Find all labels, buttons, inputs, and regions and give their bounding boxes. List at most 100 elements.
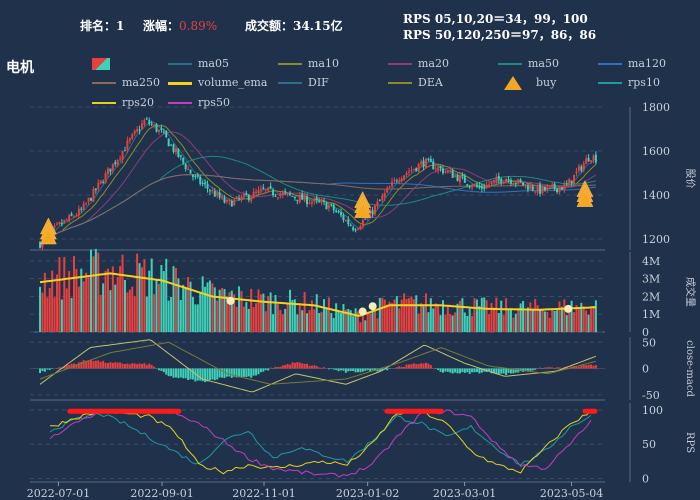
macd-bar	[323, 367, 326, 369]
volume-bar	[509, 308, 512, 332]
volume-bar	[92, 256, 95, 332]
volume-bar	[298, 304, 301, 332]
candle	[308, 203, 311, 205]
candle	[128, 138, 131, 141]
volume-bar	[90, 249, 93, 332]
candle	[323, 200, 326, 202]
candle	[306, 196, 309, 205]
volume-bar	[422, 306, 425, 332]
candle	[383, 192, 386, 198]
y-tick-label: 4M	[642, 255, 660, 268]
volume-bar	[85, 272, 88, 332]
legend-swatch-icon	[498, 63, 522, 65]
candle	[573, 174, 576, 185]
volume-bar	[284, 308, 287, 332]
candle	[281, 192, 284, 195]
volume-bar	[211, 283, 214, 332]
volume-bar	[162, 271, 165, 332]
y-axis-label: RPS	[684, 432, 695, 453]
candle	[216, 192, 219, 196]
macd-bar	[276, 367, 279, 369]
macd-bar	[539, 367, 542, 369]
ma05-line	[39, 121, 596, 249]
volume-bar	[543, 311, 546, 332]
candle	[123, 150, 126, 152]
rank-label: 排名：	[80, 19, 117, 33]
candle	[471, 186, 474, 188]
macd-bar	[97, 360, 100, 369]
candle	[211, 190, 214, 192]
candle	[194, 176, 197, 178]
volume-bar	[204, 286, 207, 332]
volume-bar	[276, 303, 279, 332]
y-tick-label: 0	[642, 473, 649, 486]
candle	[182, 157, 185, 163]
volume-bar	[301, 310, 304, 332]
volume-bar	[39, 286, 42, 332]
macd-bar	[223, 368, 226, 379]
macd-bar	[439, 368, 442, 372]
volume-bar	[274, 294, 277, 332]
macd-bar	[216, 368, 219, 380]
volume-bar	[308, 310, 311, 332]
volume-bar	[216, 300, 219, 332]
volume-bar	[478, 306, 481, 332]
candle	[230, 200, 233, 207]
volume-bar	[580, 302, 583, 332]
legend-swatch-icon	[388, 63, 412, 65]
page-title: 电机	[6, 60, 34, 76]
candle	[262, 187, 265, 189]
macd-bar	[48, 368, 51, 370]
candle	[543, 187, 546, 191]
volume-bar	[257, 289, 260, 332]
candle	[575, 171, 578, 174]
candle	[354, 229, 357, 231]
volume-bar	[160, 265, 163, 332]
volume-bar	[395, 296, 398, 332]
candle	[378, 200, 381, 202]
macd-bar	[70, 363, 73, 369]
macd-bar	[240, 368, 243, 378]
macd-bar	[106, 363, 109, 369]
volume-bar	[99, 294, 102, 332]
macd-bar	[422, 363, 425, 369]
macd-bar	[177, 368, 180, 379]
candle	[483, 187, 486, 189]
legend-swatch-icon	[168, 102, 192, 104]
volume-bar	[539, 309, 542, 332]
candle	[298, 194, 301, 203]
volume-bar	[228, 292, 231, 332]
volume-bar	[325, 308, 328, 332]
macd-bar	[138, 363, 141, 369]
macd-bar	[517, 368, 520, 373]
volume-bar	[68, 270, 71, 332]
candle	[444, 171, 447, 173]
y-tick-label: 2M	[642, 290, 660, 303]
macd-bar	[90, 360, 93, 369]
candle	[548, 185, 551, 187]
volume-bar	[342, 304, 345, 332]
macd-bar	[218, 368, 221, 378]
candle	[422, 160, 425, 167]
candle	[165, 130, 168, 138]
volume-bar	[259, 294, 262, 332]
volume-bar	[230, 290, 233, 332]
candle	[332, 205, 335, 211]
volume-bar	[531, 308, 534, 332]
volume-bar	[182, 284, 185, 332]
legend-label: ma120	[628, 57, 666, 70]
macd-bar	[303, 363, 306, 369]
candle	[344, 220, 347, 222]
macd-bar	[82, 360, 85, 369]
volume-bar	[526, 307, 529, 332]
macd-bar	[128, 364, 131, 369]
volume-bar	[82, 281, 85, 332]
candle	[114, 162, 117, 165]
volume-bar	[133, 296, 136, 332]
candle	[279, 194, 282, 197]
volume-bar	[456, 303, 459, 332]
legend-swatch-icon	[388, 82, 412, 84]
volume-bar	[449, 314, 452, 332]
legend-item-ma250: ma250	[92, 76, 160, 89]
candle	[155, 124, 158, 132]
